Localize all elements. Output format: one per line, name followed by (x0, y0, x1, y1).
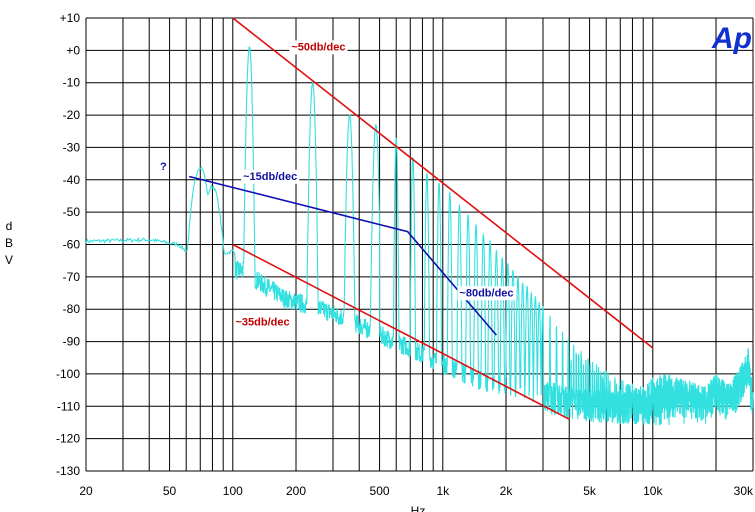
blue-slope-line (189, 175, 498, 336)
y-tick-label: -30 (63, 140, 81, 154)
x-tick-label: 30k (734, 484, 754, 498)
y-tick-label: -130 (56, 464, 80, 478)
question-label: ? (160, 161, 167, 173)
y-axis-ticks: +10 +0 -10 -20 -30 -40 -50 -60 -70 -80 -90 -100 -110… (56, 11, 80, 478)
y-tick-label: -70 (63, 270, 81, 284)
y-tick-label: +0 (66, 43, 80, 57)
y-tick-label: -40 (63, 173, 81, 187)
y-axis-label-char: B (5, 236, 13, 250)
y-tick-label: -120 (56, 432, 80, 446)
y-tick-label: -110 (57, 399, 80, 413)
x-axis-label: Hz (411, 504, 426, 512)
y-tick-label: -90 (63, 335, 81, 349)
y-tick-label: -50 (63, 205, 81, 219)
lower-slope-line (232, 243, 570, 420)
y-tick-label: -60 (63, 238, 81, 252)
upper-slope-label-background (289, 40, 348, 55)
upper-slope-line (232, 17, 654, 349)
y-tick-label: +10 (60, 11, 81, 25)
question-label-background (157, 160, 169, 175)
x-tick-label: 100 (223, 484, 243, 498)
grid (85, 17, 754, 472)
x-tick-label: 2k (500, 484, 514, 498)
lower-slope-label-background (233, 315, 292, 330)
mid-slope-label: ~15db/dec (243, 171, 297, 183)
annotations: ~50db/dec ~35db/dec ~15db/dec ~80db/dec? (157, 40, 516, 330)
annotation-lines (189, 17, 654, 420)
spectrum-trace (85, 46, 754, 426)
lower-slope-label: ~35db/dec (235, 316, 289, 328)
x-tick-label: 50 (163, 484, 177, 498)
x-tick-label: 1k (436, 484, 450, 498)
y-tick-label: -10 (63, 76, 81, 90)
spectrum-path (85, 46, 754, 426)
x-tick-label: 5k (583, 484, 597, 498)
x-axis-ticks: 20 50 100 200 500 1k 2k 5k 10k 30k (79, 484, 754, 498)
x-tick-label: 10k (643, 484, 663, 498)
y-axis-label-char: V (5, 253, 13, 267)
y-tick-label: -20 (63, 108, 81, 122)
y-axis-label: dBV (5, 219, 13, 267)
x-tick-label: 200 (286, 484, 306, 498)
steep-slope-label: ~80db/dec (459, 287, 513, 299)
x-tick-label: 20 (79, 484, 93, 498)
upper-slope-label: ~50db/dec (291, 41, 345, 53)
y-tick-label: -80 (63, 302, 81, 316)
ap-logo: Ap (711, 22, 752, 55)
y-tick-label: -100 (56, 367, 80, 381)
mid-slope-label-background (241, 169, 300, 184)
steep-slope-label-background (457, 286, 516, 301)
x-tick-label: 500 (370, 484, 390, 498)
y-axis-label-char: d (6, 219, 13, 233)
